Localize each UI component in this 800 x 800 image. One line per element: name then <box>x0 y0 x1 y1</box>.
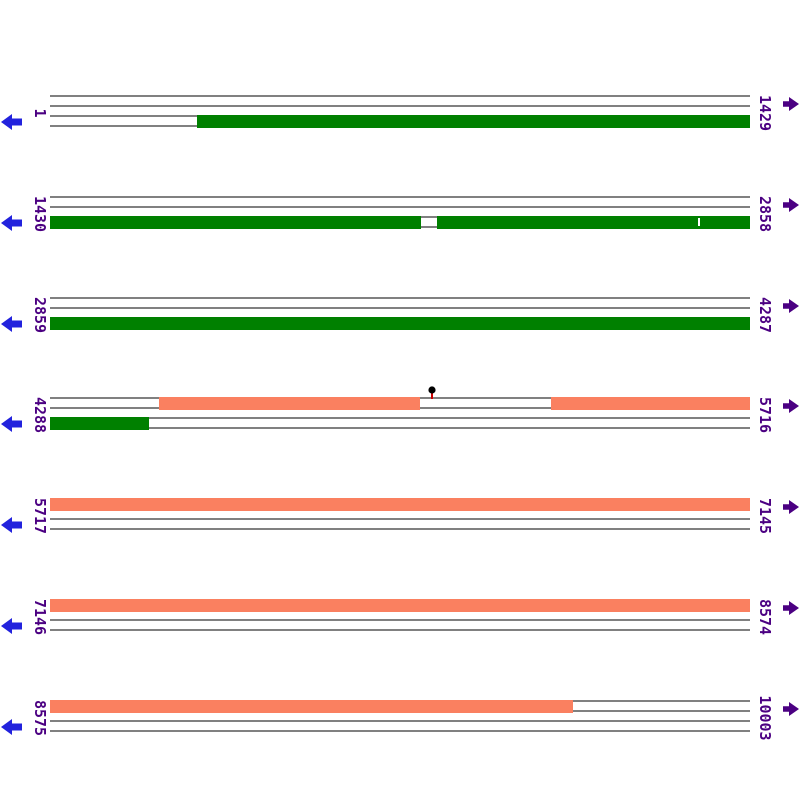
feature-segment-green[interactable] <box>50 216 421 229</box>
prev-page-arrow-icon[interactable] <box>1 215 22 231</box>
row-end-coordinate: 2858 <box>756 196 774 232</box>
row-end-coordinate: 1429 <box>756 95 774 131</box>
next-page-arrow-icon[interactable] <box>783 601 799 615</box>
row-start-coordinate: 8575 <box>31 700 49 736</box>
segment-boundary-tick <box>698 218 700 226</box>
track-line-4 <box>50 629 750 631</box>
feature-segment-green[interactable] <box>437 216 750 229</box>
feature-segment-orange[interactable] <box>50 498 750 511</box>
next-page-arrow-icon[interactable] <box>783 702 799 716</box>
feature-segment-green[interactable] <box>197 115 750 128</box>
track-line-3 <box>50 518 750 520</box>
row-end-coordinate: 7145 <box>756 498 774 534</box>
prev-page-arrow-icon[interactable] <box>1 719 22 735</box>
row-start-coordinate: 4288 <box>31 397 49 433</box>
track-line-3 <box>50 720 750 722</box>
row-start-coordinate: 1 <box>31 108 49 117</box>
next-page-arrow-icon[interactable] <box>783 97 799 111</box>
track-line-2 <box>50 105 750 107</box>
prev-page-arrow-icon[interactable] <box>1 517 22 533</box>
row-start-coordinate: 1430 <box>31 196 49 232</box>
prev-page-arrow-icon[interactable] <box>1 618 22 634</box>
prev-page-arrow-icon[interactable] <box>1 114 22 130</box>
row-end-coordinate: 8574 <box>756 599 774 635</box>
track-line-1 <box>50 95 750 97</box>
feature-segment-green[interactable] <box>50 417 149 430</box>
row-end-coordinate: 4287 <box>756 297 774 333</box>
track-line-4 <box>50 427 750 429</box>
track-line-1 <box>50 196 750 198</box>
next-page-arrow-icon[interactable] <box>783 500 799 514</box>
track-line-2 <box>50 307 750 309</box>
row-start-coordinate: 5717 <box>31 498 49 534</box>
next-page-arrow-icon[interactable] <box>783 299 799 313</box>
lollipop-marker-icon[interactable] <box>428 386 436 394</box>
track-line-3 <box>50 619 750 621</box>
feature-segment-orange[interactable] <box>50 599 750 612</box>
row-start-coordinate: 2859 <box>31 297 49 333</box>
feature-segment-orange[interactable] <box>159 397 420 410</box>
feature-segment-green[interactable] <box>50 317 750 330</box>
next-page-arrow-icon[interactable] <box>783 399 799 413</box>
track-line-4 <box>50 528 750 530</box>
prev-page-arrow-icon[interactable] <box>1 416 22 432</box>
prev-page-arrow-icon[interactable] <box>1 316 22 332</box>
track-line-4 <box>50 730 750 732</box>
next-page-arrow-icon[interactable] <box>783 198 799 212</box>
track-line-2 <box>50 206 750 208</box>
row-start-coordinate: 7146 <box>31 599 49 635</box>
row-end-coordinate: 5716 <box>756 397 774 433</box>
track-line-3 <box>50 417 750 419</box>
row-end-coordinate: 10003 <box>756 695 774 740</box>
feature-segment-orange[interactable] <box>551 397 750 410</box>
track-line-1 <box>50 297 750 299</box>
feature-segment-orange[interactable] <box>50 700 573 713</box>
